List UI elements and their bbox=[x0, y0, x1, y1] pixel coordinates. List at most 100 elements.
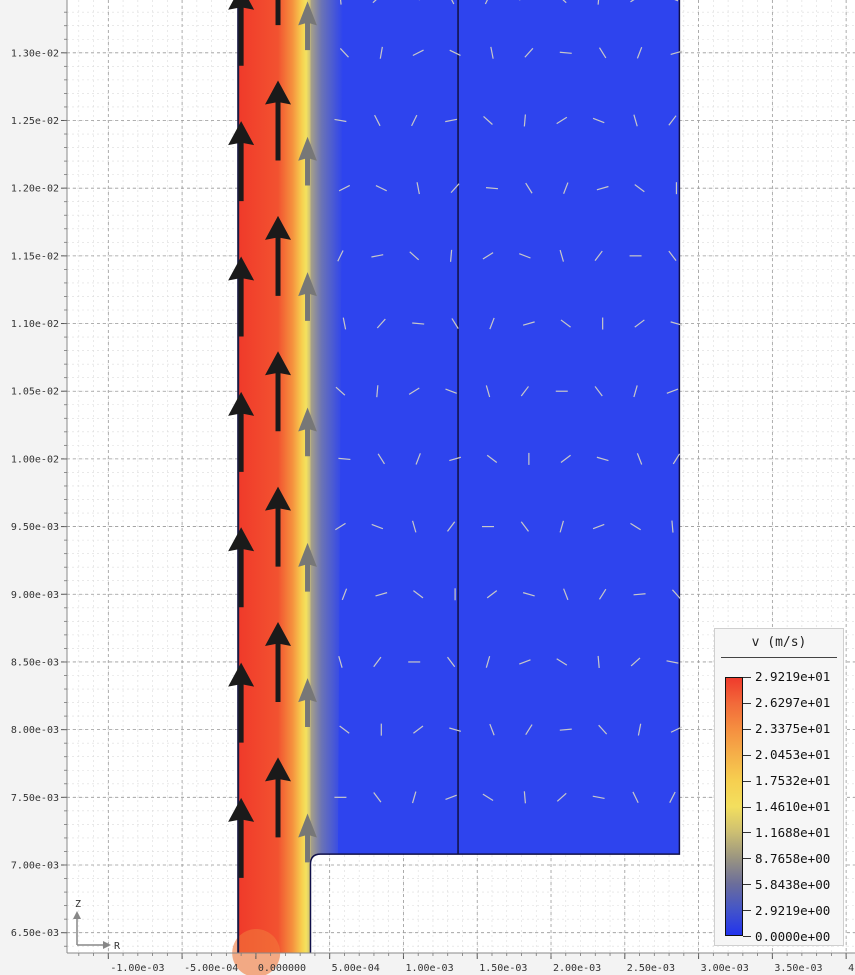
y-tick-label: 1.00e-02 bbox=[11, 454, 59, 465]
legend-label: 5.8438e+00 bbox=[755, 877, 831, 892]
chamber-velocity-arrow bbox=[482, 252, 494, 260]
chamber-velocity-arrow bbox=[341, 588, 348, 601]
chamber-velocity-arrow bbox=[416, 182, 420, 195]
x-tick-label: 3.50e-03 bbox=[774, 963, 822, 974]
legend-tick bbox=[743, 858, 751, 860]
chamber-velocity-arrow bbox=[411, 114, 418, 127]
legend-label: 0.0000e+00 bbox=[755, 929, 831, 944]
velocity-vector-layer bbox=[228, 0, 683, 878]
chamber-wall bbox=[309, 0, 681, 953]
chamber-velocity-arrow bbox=[337, 250, 344, 262]
chamber-velocity-arrow bbox=[486, 590, 498, 599]
y-tick-label: 9.50e-03 bbox=[11, 522, 59, 533]
chamber-velocity-arrow bbox=[338, 656, 343, 668]
z-arrow-icon bbox=[73, 911, 81, 919]
color-legend: v (m/s) 2.9219e+01 2.6297e+01 2.3375e+01 2.… bbox=[714, 628, 844, 946]
chamber-velocity-arrow bbox=[633, 114, 638, 127]
legend-tick bbox=[743, 728, 751, 730]
r-arrow-icon bbox=[103, 941, 111, 949]
chamber-velocity-arrow bbox=[445, 388, 457, 394]
x-tick-label: 1.50e-03 bbox=[479, 963, 527, 974]
chamber-velocity-arrow bbox=[413, 725, 424, 734]
chamber-velocity-arrow bbox=[339, 47, 349, 58]
velocity-arrow bbox=[298, 407, 317, 457]
legend-label: 2.9219e+01 bbox=[755, 669, 831, 684]
chamber-velocity-arrow bbox=[447, 521, 456, 532]
chamber-velocity-arrow bbox=[592, 523, 605, 530]
chamber-velocity-arrow bbox=[373, 656, 382, 668]
chamber-velocity-arrow bbox=[670, 726, 683, 733]
chamber-velocity-arrow bbox=[633, 385, 638, 398]
x-tick-label: 2.50e-03 bbox=[627, 963, 675, 974]
chamber-velocity-arrow bbox=[449, 727, 462, 732]
velocity-arrow bbox=[275, 0, 281, 26]
x-tick-label: 1.00e-03 bbox=[405, 963, 453, 974]
chamber-velocity-arrow bbox=[559, 728, 572, 731]
legend-tick bbox=[743, 910, 751, 912]
y-tick-label: 8.50e-03 bbox=[11, 657, 59, 668]
x-tick-label: 2.00e-03 bbox=[553, 963, 601, 974]
y-tick-label: 7.50e-03 bbox=[11, 793, 59, 804]
legend-label: 2.3375e+01 bbox=[755, 721, 831, 736]
legend-tick bbox=[743, 832, 751, 834]
chamber-velocity-arrow bbox=[484, 0, 488, 5]
y-tick-label: 6.50e-03 bbox=[11, 928, 59, 939]
chamber-velocity-arrow bbox=[372, 0, 377, 4]
legend-divider bbox=[721, 657, 837, 658]
legend-tick bbox=[743, 677, 751, 678]
velocity-arrow bbox=[298, 272, 317, 321]
chamber-velocity-arrow bbox=[375, 184, 387, 192]
x-tick-label: 0.000000 bbox=[258, 963, 306, 974]
chamber-velocity-arrow bbox=[371, 254, 384, 258]
legend-label: 1.7532e+01 bbox=[755, 773, 831, 788]
chamber-velocity-arrow bbox=[598, 47, 607, 59]
chamber-velocity-arrow bbox=[490, 46, 494, 59]
velocity-arrow bbox=[228, 662, 255, 743]
chamber-velocity-arrow bbox=[596, 456, 609, 462]
chamber-velocity-arrow bbox=[335, 386, 346, 396]
chamber-velocity-arrow bbox=[485, 385, 491, 398]
velocity-arrow bbox=[265, 351, 292, 432]
chamber-velocity-arrow bbox=[489, 723, 495, 736]
chamber-velocity-arrow bbox=[483, 116, 493, 125]
chamber-velocity-arrow bbox=[596, 185, 609, 191]
y-tick-label: 1.30e-02 bbox=[11, 48, 59, 59]
chamber-velocity-arrow bbox=[630, 522, 641, 531]
velocity-arrow bbox=[265, 757, 292, 838]
chamber-velocity-arrow bbox=[411, 791, 417, 804]
chamber-velocity-arrow bbox=[409, 251, 420, 261]
y-tick-label: 7.00e-03 bbox=[11, 861, 59, 872]
chamber-velocity-arrow bbox=[374, 114, 381, 127]
velocity-arrow bbox=[228, 527, 255, 608]
legend-label: 1.4610e+01 bbox=[755, 799, 831, 814]
y-tick-label: 1.20e-02 bbox=[11, 184, 59, 195]
chamber-velocity-arrow bbox=[666, 388, 679, 394]
chamber-velocity-arrow bbox=[556, 658, 568, 666]
chamber-velocity-arrow bbox=[630, 0, 635, 3]
chamber-velocity-arrow bbox=[482, 793, 494, 802]
legend-label: 8.7658e+00 bbox=[755, 851, 831, 866]
chamber-velocity-arrow bbox=[342, 317, 347, 330]
chamber-velocity-arrow bbox=[485, 187, 499, 190]
velocity-arrow bbox=[298, 678, 317, 727]
chamber-velocity-arrow bbox=[335, 522, 346, 531]
chamber-velocity-arrow bbox=[408, 387, 420, 395]
chamber-velocity-arrow bbox=[334, 118, 347, 123]
chamber-velocity-arrow bbox=[450, 183, 460, 194]
velocity-arrow bbox=[228, 0, 255, 66]
chamber-velocity-arrow bbox=[525, 182, 533, 194]
x-tick-label: 5.00e-04 bbox=[332, 963, 380, 974]
chamber-velocity-arrow bbox=[375, 592, 388, 597]
chamber-velocity-arrow bbox=[592, 795, 605, 800]
chamber-velocity-arrow bbox=[670, 321, 683, 326]
jet-core bbox=[238, 0, 311, 953]
chamber-velocity-arrow bbox=[594, 386, 603, 397]
chamber-velocity-arrow bbox=[520, 386, 529, 397]
legend-colorbar bbox=[725, 677, 743, 936]
legend-title: v (m/s) bbox=[751, 635, 807, 650]
chamber-velocity-arrow bbox=[445, 794, 457, 801]
velocity-arrow bbox=[265, 621, 292, 702]
chamber-velocity-arrow bbox=[560, 319, 571, 328]
chamber-velocity-arrow bbox=[672, 453, 681, 465]
y-tick-label: 1.25e-02 bbox=[11, 116, 59, 127]
